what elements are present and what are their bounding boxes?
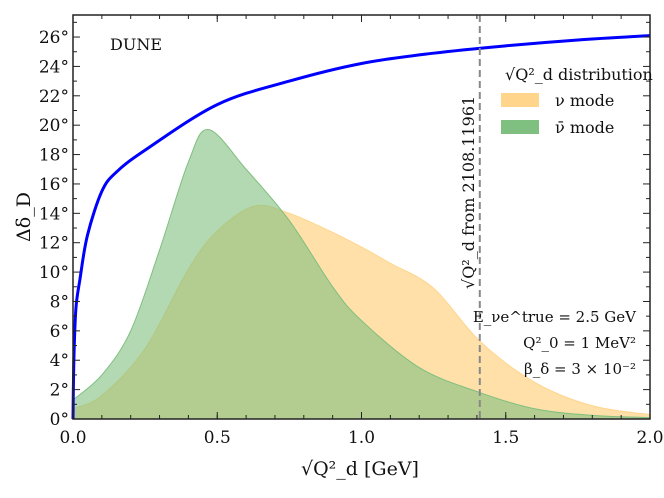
y-tick-label: 20° <box>39 116 69 136</box>
y-axis-label: Δδ_D <box>13 192 35 242</box>
y-tick-label: 0° <box>50 410 69 430</box>
legend-swatch-nu <box>501 93 539 107</box>
x-tick-label: 0.5 <box>204 428 231 448</box>
reference-vline-label: √Q²_d from 2108.11961 <box>459 96 478 289</box>
y-tick-label: 24° <box>39 57 69 77</box>
x-tick-label: 0.0 <box>59 428 86 448</box>
y-tick-label: 4° <box>50 351 69 371</box>
y-tick-label: 16° <box>39 175 69 195</box>
y-tick-label: 2° <box>50 381 69 401</box>
parameter-annotations: E_νe^true = 2.5 GeV Q²_0 = 1 MeV² β_δ = … <box>473 308 637 378</box>
lines <box>71 34 651 420</box>
legend-label-nubar: ν̄ mode <box>555 118 614 137</box>
experiment-label: DUNE <box>110 35 162 54</box>
annotation-beta: β_δ = 3 × 10⁻² <box>524 360 636 378</box>
legend: √Q²_d distribution ν mode ν̄ mode <box>501 65 653 137</box>
y-tick-label: 22° <box>39 87 69 107</box>
areas <box>72 129 651 420</box>
line-series-0 <box>71 34 651 420</box>
y-tick-label: 12° <box>39 234 69 254</box>
y-tick-label: 26° <box>39 28 69 48</box>
y-tick-label: 18° <box>39 146 69 166</box>
annotation-energy: E_νe^true = 2.5 GeV <box>473 308 637 326</box>
annotation-q0: Q²_0 = 1 MeV² <box>523 334 636 352</box>
y-tick-label: 8° <box>50 292 69 312</box>
ticks: 0.0 0.5 1.0 1.5 2.0 0° 2° 4° 6° 8° 10° 12° 14° 16° 18°… <box>39 15 664 448</box>
y-tick-label: 6° <box>50 322 69 342</box>
x-tick-label: 1.5 <box>492 428 519 448</box>
y-tick-label: 14° <box>39 204 69 224</box>
legend-label-nu: ν mode <box>555 91 614 110</box>
legend-title: √Q²_d distribution <box>505 65 653 84</box>
x-tick-label: 2.0 <box>636 428 663 448</box>
legend-swatch-nubar <box>501 120 539 134</box>
x-axis-label: √Q²_d [GeV] <box>301 458 419 480</box>
area-series-2 <box>72 129 651 420</box>
y-tick-label: 10° <box>39 263 69 283</box>
x-tick-label: 1.0 <box>348 428 375 448</box>
